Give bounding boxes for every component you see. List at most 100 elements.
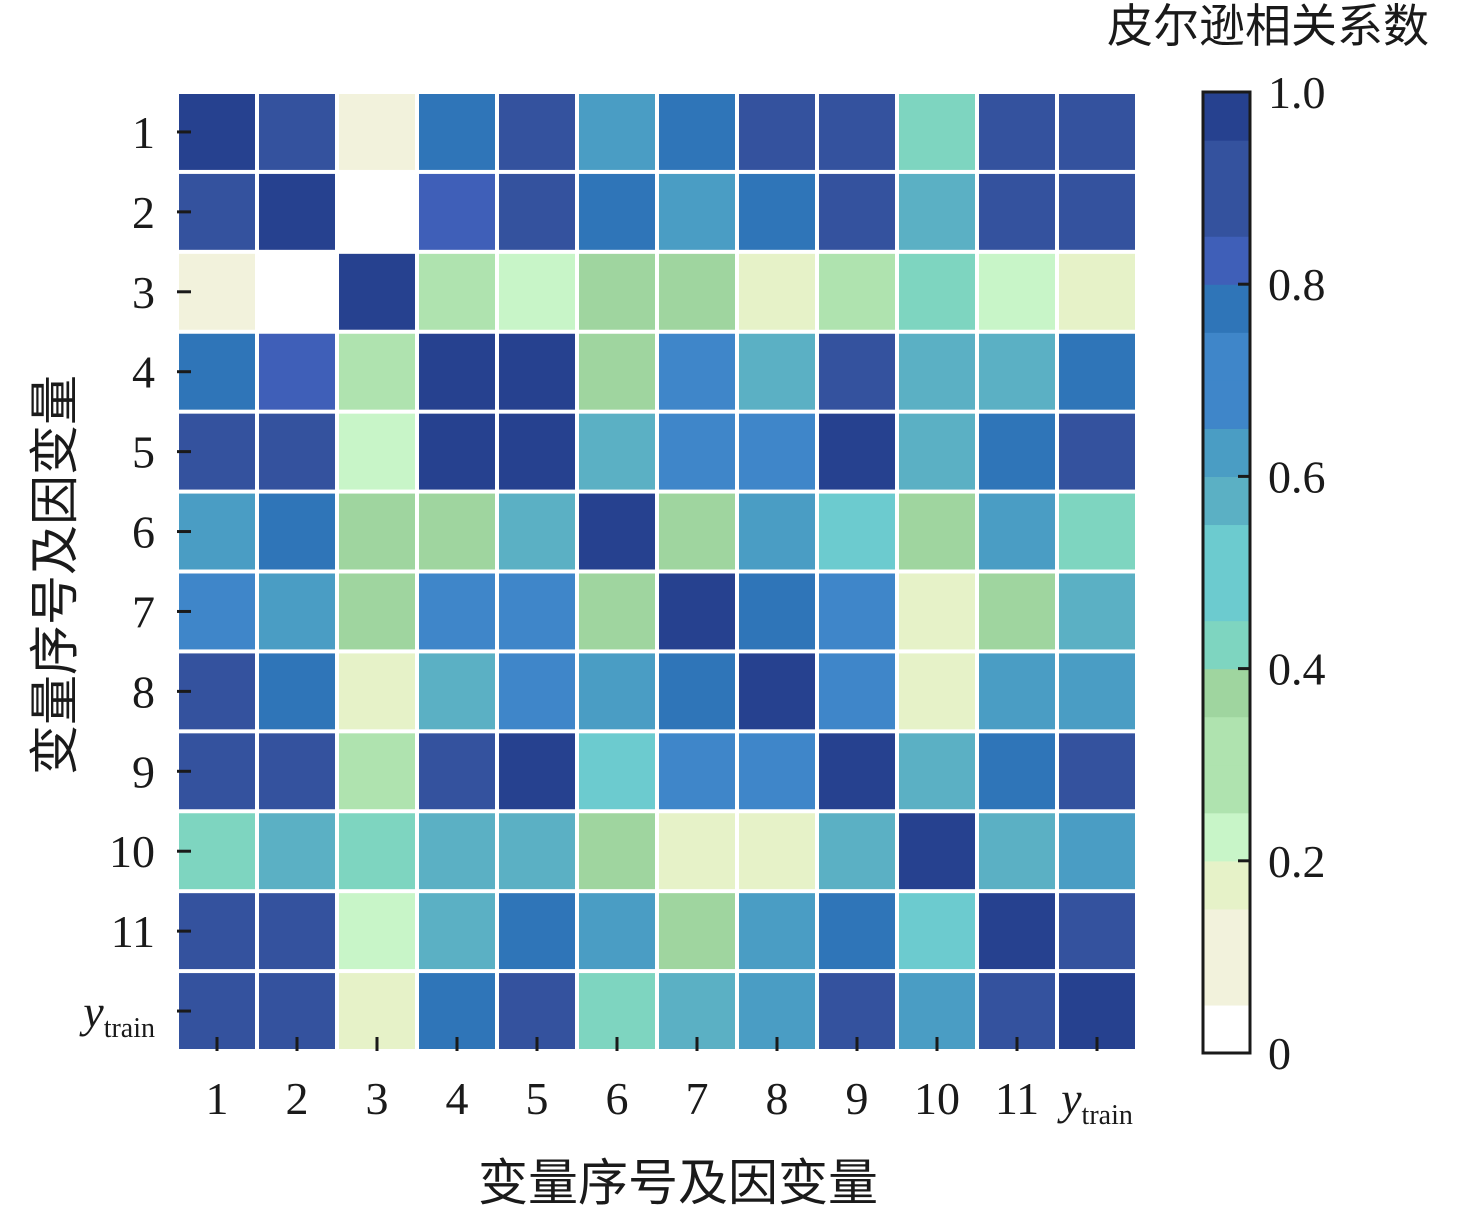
heatmap-cell-5-5 bbox=[499, 413, 575, 490]
x-tick-label: 4 bbox=[446, 1073, 469, 1124]
heatmap-cell-3-3 bbox=[339, 253, 415, 330]
heatmap-cell-4-11 bbox=[979, 333, 1055, 410]
heatmap-cell-9-4 bbox=[419, 733, 495, 810]
heatmap-cell-8-y_train bbox=[1059, 653, 1135, 730]
colorbar-segment bbox=[1203, 572, 1250, 622]
heatmap-cell-7-5 bbox=[499, 573, 575, 650]
x-tick-label: ytrain bbox=[1057, 1073, 1133, 1131]
heatmap-cell-11-y_train bbox=[1059, 893, 1135, 970]
heatmap-cell-2-7 bbox=[659, 173, 735, 250]
colorbar-tick-label: 0.8 bbox=[1268, 259, 1326, 310]
heatmap-cell-6-8 bbox=[739, 493, 815, 570]
heatmap-cell-1-4 bbox=[419, 94, 495, 170]
heatmap-cell-1-3 bbox=[339, 94, 415, 170]
heatmap-cell-7-11 bbox=[979, 573, 1055, 650]
heatmap-cell-7-1 bbox=[179, 573, 255, 650]
heatmap-cell-11-6 bbox=[579, 893, 655, 970]
colorbar-segment bbox=[1203, 140, 1250, 189]
heatmap-cell-11-5 bbox=[499, 893, 575, 970]
heatmap-cell-7-3 bbox=[339, 573, 415, 650]
heatmap-cell-9-10 bbox=[899, 733, 975, 810]
heatmap-cell-4-y_train bbox=[1059, 333, 1135, 410]
heatmap-cell-9-y_train bbox=[1059, 733, 1135, 810]
x-tick-label: 9 bbox=[846, 1073, 869, 1124]
colorbar-frame bbox=[1201, 90, 1252, 1055]
colorbar-tick-label: 1.0 bbox=[1268, 67, 1326, 118]
x-tick-label: 6 bbox=[606, 1073, 629, 1124]
heatmap-cell-4-9 bbox=[819, 333, 895, 410]
heatmap-cell-1-8 bbox=[739, 94, 815, 170]
heatmap-cell-1-9 bbox=[819, 94, 895, 170]
heatmap-cell-9-6 bbox=[579, 733, 655, 810]
heatmap-cell-10-y_train bbox=[1059, 813, 1135, 890]
heatmap-cell-5-y_train bbox=[1059, 413, 1135, 490]
heatmap-cell-5-11 bbox=[979, 413, 1055, 490]
heatmap-cell-y_train-y_train bbox=[1059, 973, 1135, 1049]
heatmap-cell-2-11 bbox=[979, 173, 1055, 250]
heatmap-cell-5-6 bbox=[579, 413, 655, 490]
heatmap-cell-11-8 bbox=[739, 893, 815, 970]
heatmap-cell-5-7 bbox=[659, 413, 735, 490]
y-tick-label: 3 bbox=[132, 267, 155, 318]
heatmap-cell-4-8 bbox=[739, 333, 815, 410]
heatmap-cell-3-8 bbox=[739, 253, 815, 330]
heatmap-cell-7-y_train bbox=[1059, 573, 1135, 650]
colorbar-segment bbox=[1203, 332, 1250, 381]
heatmap-cell-1-10 bbox=[899, 94, 975, 170]
colorbar-tick-label: 0.4 bbox=[1268, 644, 1326, 695]
colorbar-segment bbox=[1203, 764, 1250, 814]
heatmap-cell-4-5 bbox=[499, 333, 575, 410]
heatmap-cell-7-10 bbox=[899, 573, 975, 650]
heatmap-cell-4-6 bbox=[579, 333, 655, 410]
heatmap-cell-2-5 bbox=[499, 173, 575, 250]
heatmap-cell-9-2 bbox=[259, 733, 335, 810]
heatmap-cell-y_train-2 bbox=[259, 973, 335, 1049]
heatmap-cell-4-3 bbox=[339, 333, 415, 410]
heatmap-cell-10-9 bbox=[819, 813, 895, 890]
heatmap-cell-3-2 bbox=[259, 253, 335, 330]
heatmap-cell-7-8 bbox=[739, 573, 815, 650]
heatmap-cell-8-11 bbox=[979, 653, 1055, 730]
heatmap-cell-11-4 bbox=[419, 893, 495, 970]
colorbar-segment bbox=[1203, 908, 1250, 958]
colorbar-segment bbox=[1203, 428, 1250, 477]
heatmap-cell-1-2 bbox=[259, 94, 335, 170]
heatmap-cell-6-5 bbox=[499, 493, 575, 570]
heatmap-cell-5-8 bbox=[739, 413, 815, 490]
heatmap-cell-9-7 bbox=[659, 733, 735, 810]
heatmap-cell-3-1 bbox=[179, 253, 255, 330]
x-tick-label: 2 bbox=[286, 1073, 309, 1124]
heatmap-cell-6-2 bbox=[259, 493, 335, 570]
heatmap-cell-6-3 bbox=[339, 493, 415, 570]
colorbar-segment bbox=[1203, 524, 1250, 574]
heatmap-cell-6-9 bbox=[819, 493, 895, 570]
heatmap-cell-8-3 bbox=[339, 653, 415, 730]
colorbar-segment bbox=[1203, 956, 1250, 1006]
heatmap-cell-4-4 bbox=[419, 333, 495, 410]
heatmap-cell-10-6 bbox=[579, 813, 655, 890]
x-tick-label: 3 bbox=[366, 1073, 389, 1124]
heatmap-cell-11-10 bbox=[899, 893, 975, 970]
heatmap-cell-3-4 bbox=[419, 253, 495, 330]
heatmap-cell-8-5 bbox=[499, 653, 575, 730]
heatmap-cell-6-y_train bbox=[1059, 493, 1135, 570]
colorbar-segment bbox=[1203, 668, 1250, 718]
heatmap-cell-7-7 bbox=[659, 573, 735, 650]
heatmap-cell-2-3 bbox=[339, 173, 415, 250]
heatmap-cell-9-11 bbox=[979, 733, 1055, 810]
heatmap-cell-4-10 bbox=[899, 333, 975, 410]
heatmap-cell-y_train-6 bbox=[579, 973, 655, 1049]
heatmap-cell-2-10 bbox=[899, 173, 975, 250]
heatmap-cell-7-2 bbox=[259, 573, 335, 650]
heatmap-cell-5-3 bbox=[339, 413, 415, 490]
colorbar-segment bbox=[1203, 716, 1250, 766]
heatmap-cell-7-9 bbox=[819, 573, 895, 650]
colorbar-title: 皮尔逊相关系数 bbox=[1107, 1, 1429, 52]
x-axis: 1 2 3 4 5 6 7 8 9 10 11 ytrain bbox=[206, 1037, 1133, 1131]
heatmap-cell-8-7 bbox=[659, 653, 735, 730]
colorbar-segment bbox=[1203, 236, 1250, 285]
heatmap-cell-10-11 bbox=[979, 813, 1055, 890]
heatmap-cell-6-7 bbox=[659, 493, 735, 570]
heatmap-cell-1-5 bbox=[499, 94, 575, 170]
heatmap-cell-y_train-4 bbox=[419, 973, 495, 1049]
